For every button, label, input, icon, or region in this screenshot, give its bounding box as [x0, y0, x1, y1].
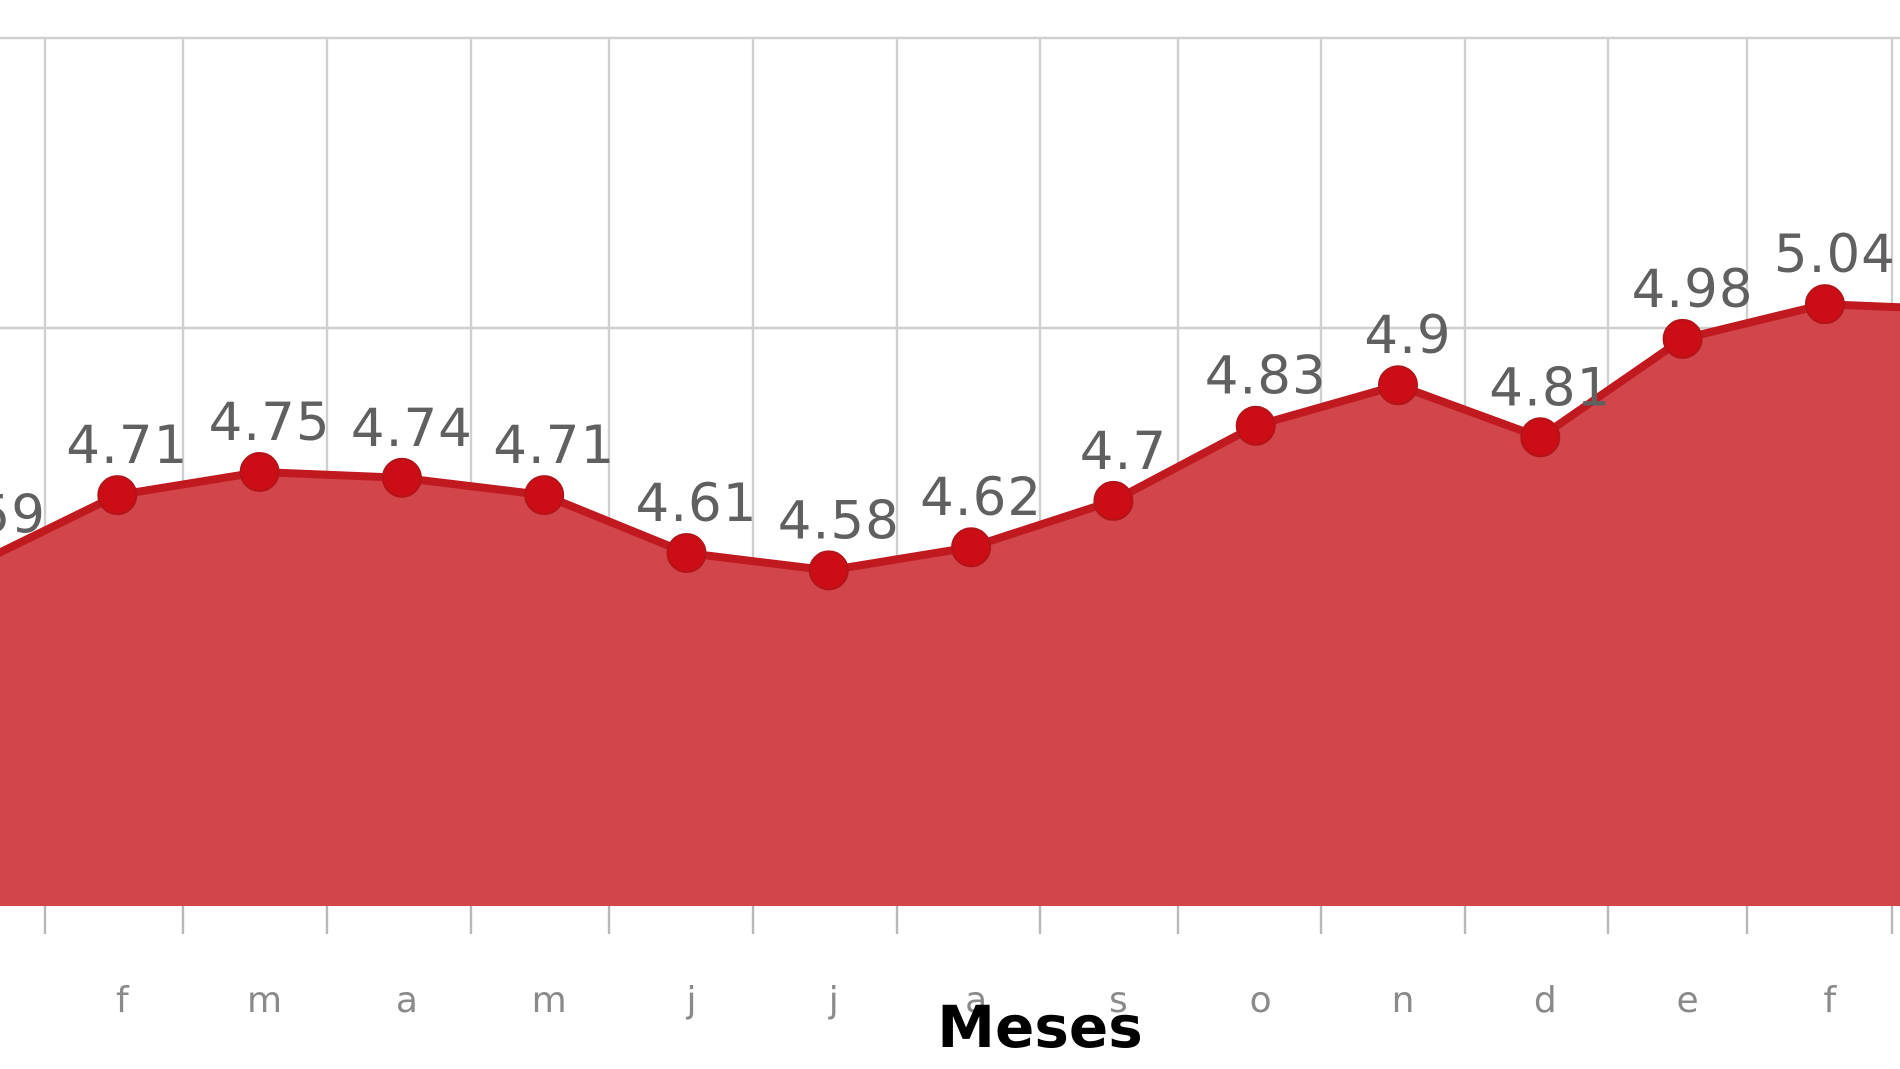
data-point: [1804, 284, 1845, 325]
tick-label: d: [1534, 980, 1557, 1021]
x-axis-title: Meses: [937, 993, 1142, 1061]
tick-label: a: [965, 980, 987, 1021]
data-label: 5.04: [1774, 224, 1896, 285]
data-point: [1662, 318, 1703, 359]
data-point: [97, 475, 138, 516]
data-label: 4.71: [493, 415, 615, 476]
tick-label: n: [1392, 980, 1415, 1021]
area-fill: [0, 304, 1900, 906]
tick-label: j: [828, 980, 839, 1021]
data-label: 4.7: [1080, 421, 1167, 482]
data-label: 4.59: [0, 485, 46, 546]
data-label: 4.58: [778, 490, 900, 551]
data-point: [524, 475, 565, 516]
tick-label: m: [247, 980, 282, 1021]
tick-label: f: [116, 980, 130, 1021]
data-point: [1093, 480, 1134, 521]
data-label: 4.62: [920, 467, 1042, 528]
data-point: [808, 550, 849, 591]
data-point: [666, 533, 707, 574]
data-point: [381, 457, 422, 498]
data-points: [97, 284, 1845, 591]
data-label: 4.61: [635, 473, 757, 534]
tick-label: e: [1677, 980, 1699, 1021]
data-label: 4.71: [66, 415, 188, 476]
tick-label: j: [685, 980, 696, 1021]
tick-label: a: [396, 980, 418, 1021]
data-label: 4.75: [209, 392, 331, 453]
data-label: 4.9: [1364, 305, 1451, 366]
data-point: [1520, 417, 1561, 458]
data-label: 4.81: [1489, 357, 1611, 418]
data-label: 4.98: [1632, 259, 1754, 320]
data-point: [1378, 365, 1418, 406]
data-label: 4.83: [1205, 346, 1327, 407]
data-point: [239, 452, 280, 492]
tick-label: f: [1824, 980, 1838, 1021]
tick-label: m: [532, 980, 567, 1021]
data-labels: 4.59 4.71 4.75 4.74 4.71 4.61 4.58 4.62 4.7 4.83 4…: [0, 224, 1896, 551]
data-label: 4.74: [351, 398, 473, 459]
tick-label: o: [1250, 980, 1272, 1021]
tick-label: s: [1109, 980, 1128, 1021]
data-point: [951, 527, 992, 568]
data-point: [1235, 405, 1276, 446]
